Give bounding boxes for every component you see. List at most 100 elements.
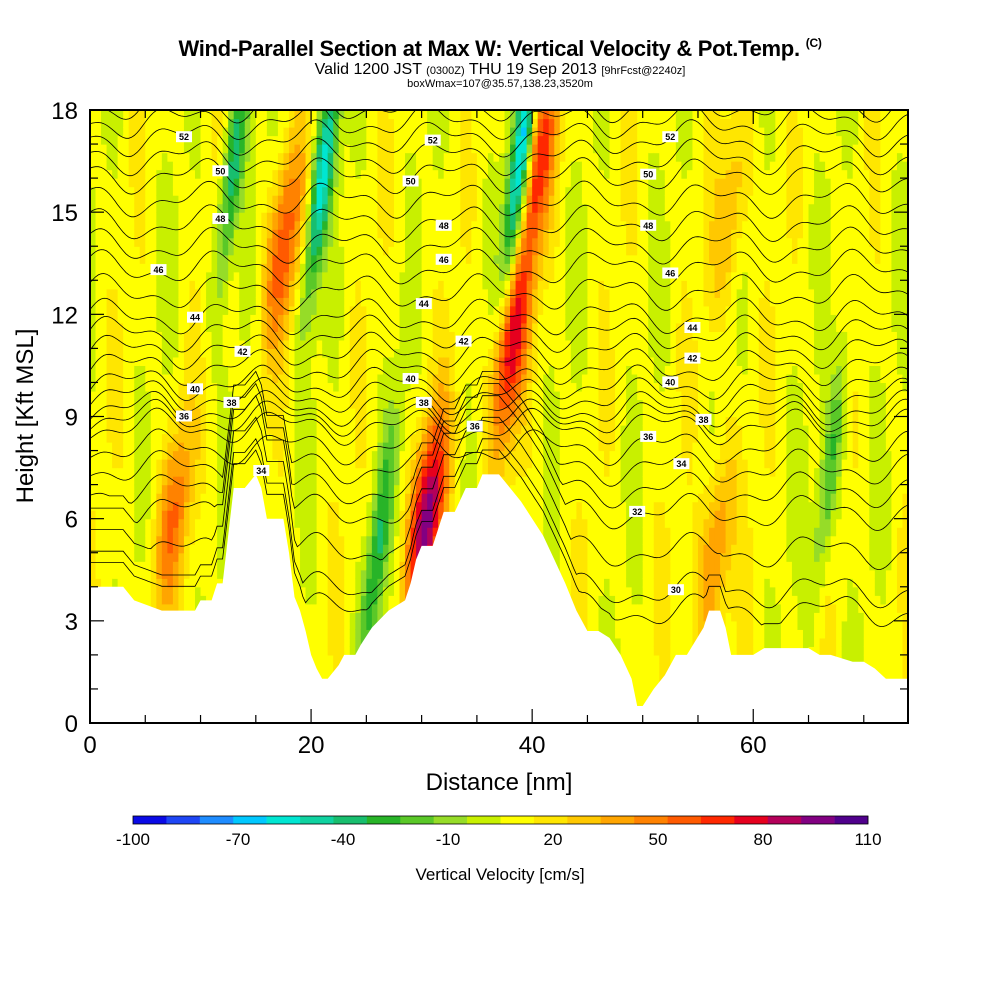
velocity-cell bbox=[134, 595, 141, 605]
velocity-cell bbox=[233, 467, 240, 477]
velocity-cell bbox=[95, 365, 102, 375]
velocity-cell bbox=[183, 152, 191, 162]
velocity-cell bbox=[421, 280, 428, 290]
velocity-cell bbox=[288, 399, 296, 409]
velocity-cell bbox=[416, 501, 423, 511]
velocity-cell bbox=[427, 535, 434, 545]
velocity-cell bbox=[161, 161, 168, 171]
velocity-cell bbox=[382, 322, 390, 332]
velocity-cell bbox=[333, 578, 340, 588]
velocity-cell bbox=[277, 144, 285, 154]
velocity-cell bbox=[311, 561, 318, 571]
velocity-cell bbox=[250, 356, 257, 367]
velocity-cell bbox=[405, 544, 412, 554]
velocity-cell bbox=[311, 254, 318, 264]
velocity-cell bbox=[460, 288, 467, 298]
velocity-cell bbox=[460, 484, 467, 494]
velocity-cell bbox=[255, 416, 262, 426]
velocity-cell bbox=[145, 314, 152, 324]
velocity-cell bbox=[233, 382, 240, 392]
velocity-cell bbox=[316, 246, 323, 256]
velocity-cell bbox=[405, 348, 412, 358]
velocity-cell bbox=[311, 544, 318, 554]
velocity-cell bbox=[178, 144, 185, 154]
velocity-cell bbox=[432, 407, 439, 418]
velocity-cell bbox=[106, 186, 113, 196]
velocity-cell bbox=[134, 399, 141, 409]
velocity-cell bbox=[189, 271, 196, 281]
velocity-cell bbox=[95, 246, 102, 256]
velocity-cell bbox=[300, 152, 307, 162]
velocity-cell bbox=[211, 203, 218, 213]
velocity-cell bbox=[217, 407, 224, 418]
velocity-cell bbox=[432, 152, 439, 162]
velocity-cell bbox=[211, 195, 218, 205]
velocity-cell bbox=[416, 322, 423, 332]
velocity-cell bbox=[360, 484, 367, 494]
velocity-cell bbox=[233, 356, 240, 367]
velocity-cell bbox=[106, 467, 113, 477]
velocity-cell bbox=[454, 246, 461, 256]
velocity-cell bbox=[438, 229, 445, 239]
velocity-cell bbox=[377, 518, 384, 528]
velocity-cell bbox=[322, 501, 329, 511]
velocity-cell bbox=[250, 280, 257, 290]
velocity-cell bbox=[117, 416, 124, 426]
velocity-cell bbox=[377, 169, 384, 179]
velocity-cell bbox=[399, 178, 406, 188]
velocity-cell bbox=[377, 144, 384, 154]
velocity-cell bbox=[145, 484, 152, 494]
velocity-cell bbox=[288, 442, 296, 452]
velocity-cell bbox=[388, 237, 395, 247]
velocity-cell bbox=[388, 356, 395, 367]
velocity-cell bbox=[172, 178, 180, 188]
velocity-cell bbox=[106, 382, 113, 392]
velocity-cell bbox=[399, 254, 406, 264]
velocity-cell bbox=[222, 118, 229, 128]
velocity-cell bbox=[156, 322, 163, 332]
velocity-cell bbox=[277, 178, 285, 188]
velocity-cell bbox=[283, 518, 290, 528]
velocity-cell bbox=[90, 169, 97, 179]
velocity-cell bbox=[167, 442, 174, 452]
velocity-cell bbox=[90, 442, 97, 452]
velocity-cell bbox=[117, 212, 124, 222]
velocity-cell bbox=[150, 373, 157, 384]
velocity-cell bbox=[255, 203, 262, 213]
velocity-cell bbox=[233, 203, 240, 213]
velocity-cell bbox=[371, 484, 379, 494]
velocity-cell bbox=[454, 237, 461, 247]
velocity-cell bbox=[90, 569, 97, 579]
velocity-cell bbox=[172, 544, 180, 554]
velocity-cell bbox=[382, 501, 390, 511]
velocity-cell bbox=[349, 433, 356, 443]
velocity-cell bbox=[112, 237, 119, 247]
velocity-cell bbox=[106, 237, 113, 247]
velocity-cell bbox=[327, 135, 334, 145]
velocity-cell bbox=[211, 578, 218, 588]
velocity-cell bbox=[150, 544, 157, 554]
velocity-cell bbox=[338, 527, 345, 537]
velocity-cell bbox=[112, 425, 119, 435]
velocity-cell bbox=[327, 663, 334, 673]
velocity-cell bbox=[239, 169, 246, 179]
velocity-cell bbox=[233, 365, 240, 375]
velocity-cell bbox=[432, 433, 439, 443]
velocity-cell bbox=[410, 416, 417, 426]
velocity-cell bbox=[316, 407, 323, 418]
velocity-cell bbox=[421, 518, 428, 528]
velocity-cell bbox=[167, 425, 174, 435]
velocity-cell bbox=[421, 263, 428, 273]
velocity-cell bbox=[405, 314, 412, 324]
velocity-cell bbox=[178, 203, 185, 213]
velocity-cell bbox=[410, 169, 417, 179]
velocity-cell bbox=[388, 263, 395, 273]
velocity-cell bbox=[421, 203, 428, 213]
velocity-cell bbox=[288, 220, 296, 230]
velocity-cell bbox=[465, 407, 472, 418]
velocity-cell bbox=[101, 322, 108, 332]
velocity-cell bbox=[222, 288, 229, 298]
velocity-cell bbox=[217, 552, 224, 562]
velocity-cell bbox=[443, 331, 450, 341]
velocity-cell bbox=[283, 118, 290, 128]
